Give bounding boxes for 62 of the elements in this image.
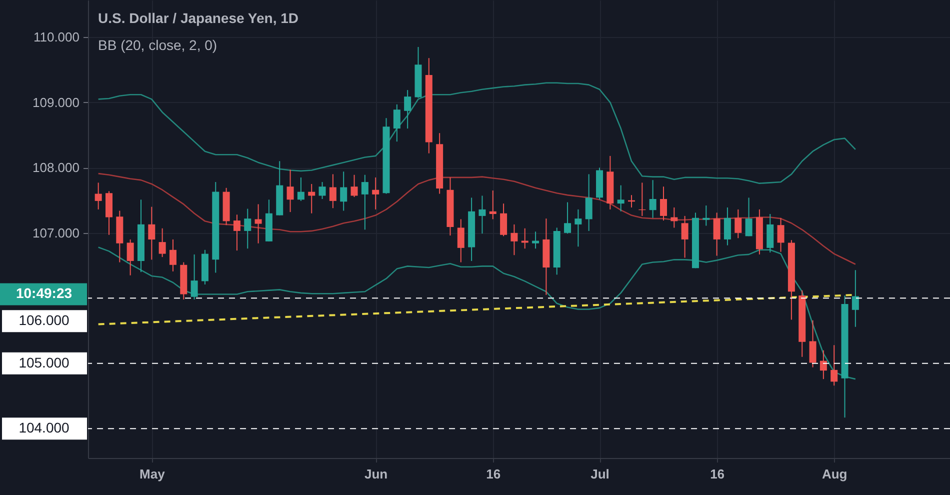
candlestick [660, 186, 667, 222]
candlestick [478, 195, 486, 234]
candlestick [244, 208, 252, 250]
candlestick [777, 217, 784, 252]
y-tick-label: 109.000 [32, 94, 80, 110]
candlestick [297, 176, 304, 202]
candlestick [404, 90, 412, 130]
candlestick [852, 270, 859, 328]
x-tick-label: Jul [590, 466, 610, 482]
candlestick [521, 228, 528, 250]
y-tick-label: 107.000 [32, 225, 80, 240]
candlestick [510, 224, 518, 256]
x-tick-label: May [140, 466, 166, 482]
candlestick [318, 182, 326, 200]
candlestick [745, 197, 752, 237]
candlestick [393, 104, 400, 142]
candlestick [564, 202, 572, 234]
candlestick [489, 190, 496, 220]
candlestick [681, 215, 688, 258]
candlestick [126, 238, 134, 276]
x-tick-label: 16 [486, 466, 501, 482]
candlestick [286, 169, 294, 213]
candlestick [372, 176, 380, 210]
x-tick-label: Jun [364, 466, 388, 482]
candlestick [649, 180, 656, 218]
candlestick [148, 206, 156, 260]
candlestick [820, 350, 827, 380]
candlestick [233, 214, 240, 252]
ref-line-label: 104.000 [18, 420, 70, 436]
candlestick [94, 182, 102, 210]
candlestick [585, 174, 592, 232]
x-tick-label: 16 [710, 466, 725, 482]
y-tick-label: 110.000 [33, 30, 80, 45]
candlestick [158, 228, 166, 258]
candlestick [500, 203, 508, 237]
candlestick [574, 208, 582, 248]
candlestick [830, 344, 838, 386]
line-series [98, 82, 856, 184]
ref-line-label: 105.000 [18, 354, 70, 370]
x-tick-label: Aug [822, 466, 848, 482]
candlestick [329, 174, 336, 209]
candlestick [713, 212, 720, 256]
candlestick [169, 238, 176, 272]
candlestick [361, 174, 368, 230]
line-series [98, 172, 856, 265]
text: 10:49:23 [16, 285, 72, 302]
candlestick [254, 204, 262, 244]
candlestick [617, 184, 624, 212]
ref-line-label: 106.000 [18, 312, 70, 328]
candlestick [190, 254, 198, 300]
candlestick [702, 205, 710, 226]
candlestick [766, 213, 774, 253]
text: BB (20, close, 2, 0) [98, 37, 218, 53]
candlestick [809, 320, 816, 368]
candlestick [734, 208, 742, 239]
candlestick [457, 218, 464, 263]
y-tick-label: 108.000 [32, 160, 80, 176]
candlestick [350, 174, 358, 198]
candlestick [340, 171, 348, 212]
candlestick [724, 206, 731, 246]
candlestick [532, 231, 540, 250]
text: U.S. Dollar / Japanese Yen, 1D [98, 10, 298, 26]
